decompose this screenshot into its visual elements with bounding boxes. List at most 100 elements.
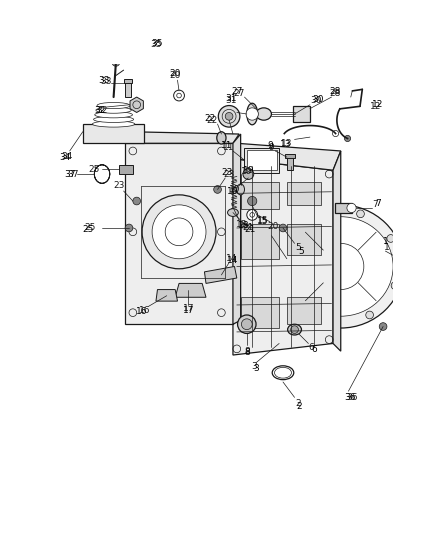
Polygon shape xyxy=(156,289,177,301)
Text: 16: 16 xyxy=(139,306,150,315)
Circle shape xyxy=(218,106,240,127)
Text: 25: 25 xyxy=(82,225,94,234)
Ellipse shape xyxy=(94,116,134,123)
Text: 28: 28 xyxy=(329,88,340,98)
Text: 37: 37 xyxy=(64,169,75,179)
Polygon shape xyxy=(333,151,341,351)
Text: 21: 21 xyxy=(243,223,254,232)
Text: 35: 35 xyxy=(150,40,162,49)
Text: 2: 2 xyxy=(296,399,301,408)
Text: 18: 18 xyxy=(237,220,248,229)
Circle shape xyxy=(318,244,364,289)
Bar xyxy=(293,106,310,122)
Polygon shape xyxy=(175,284,206,297)
Text: 10: 10 xyxy=(227,187,239,196)
Circle shape xyxy=(287,235,295,243)
Text: 22: 22 xyxy=(204,114,215,123)
Circle shape xyxy=(379,322,387,330)
Circle shape xyxy=(391,282,399,289)
Text: 8: 8 xyxy=(244,346,250,356)
Ellipse shape xyxy=(217,132,226,144)
Bar xyxy=(287,182,321,205)
Text: 22: 22 xyxy=(207,116,218,125)
Circle shape xyxy=(247,196,257,206)
Ellipse shape xyxy=(97,102,130,109)
Text: 3: 3 xyxy=(253,364,259,373)
Circle shape xyxy=(387,235,395,243)
Text: 31: 31 xyxy=(226,94,237,103)
Text: 7: 7 xyxy=(373,200,378,209)
Text: 28: 28 xyxy=(329,87,340,96)
Circle shape xyxy=(152,205,206,259)
Circle shape xyxy=(283,282,290,289)
Polygon shape xyxy=(233,159,333,355)
Text: 34: 34 xyxy=(62,152,73,161)
Bar xyxy=(287,156,293,170)
Circle shape xyxy=(283,255,291,263)
Circle shape xyxy=(366,311,374,319)
Text: 34: 34 xyxy=(60,152,71,161)
Circle shape xyxy=(125,224,133,232)
Polygon shape xyxy=(83,124,145,143)
Text: 36: 36 xyxy=(346,393,358,402)
Text: 11: 11 xyxy=(223,143,235,151)
Circle shape xyxy=(173,90,184,101)
Text: 15: 15 xyxy=(257,217,268,227)
Text: 6: 6 xyxy=(309,343,314,352)
Ellipse shape xyxy=(256,108,272,120)
Ellipse shape xyxy=(275,367,291,378)
Bar xyxy=(285,154,295,158)
Text: 35: 35 xyxy=(152,39,163,47)
Circle shape xyxy=(279,224,287,232)
Text: 15: 15 xyxy=(257,216,268,225)
Text: 33: 33 xyxy=(100,77,112,86)
Text: 5: 5 xyxy=(298,247,304,255)
Bar xyxy=(335,203,352,213)
Bar xyxy=(119,165,133,174)
Text: 19: 19 xyxy=(243,166,254,175)
Circle shape xyxy=(332,131,339,136)
Text: 9: 9 xyxy=(267,141,273,150)
Circle shape xyxy=(237,315,256,334)
Ellipse shape xyxy=(92,121,135,127)
Ellipse shape xyxy=(288,217,393,316)
Text: 14: 14 xyxy=(227,256,239,265)
Text: 32: 32 xyxy=(94,107,106,116)
Bar xyxy=(240,224,279,259)
Text: 6: 6 xyxy=(311,345,317,354)
Text: 17: 17 xyxy=(183,306,194,315)
Circle shape xyxy=(317,315,325,323)
Text: 11: 11 xyxy=(221,141,233,150)
Bar xyxy=(244,148,279,173)
Text: 14: 14 xyxy=(226,254,237,263)
Text: 33: 33 xyxy=(98,76,110,85)
Circle shape xyxy=(291,326,298,334)
Circle shape xyxy=(241,319,252,329)
Circle shape xyxy=(225,112,233,120)
Text: 7: 7 xyxy=(375,199,381,208)
Text: 32: 32 xyxy=(96,106,108,115)
Text: 27: 27 xyxy=(231,87,243,96)
Ellipse shape xyxy=(96,107,131,113)
Text: 9: 9 xyxy=(268,143,274,151)
Circle shape xyxy=(357,210,364,217)
Circle shape xyxy=(142,195,216,269)
Polygon shape xyxy=(233,143,341,170)
Text: 20: 20 xyxy=(267,222,279,231)
Text: 36: 36 xyxy=(344,393,356,402)
Polygon shape xyxy=(130,97,143,112)
Text: 1: 1 xyxy=(382,237,388,246)
Text: 30: 30 xyxy=(312,95,323,104)
Text: 25: 25 xyxy=(88,165,100,174)
Circle shape xyxy=(347,203,356,213)
Text: 31: 31 xyxy=(226,96,237,106)
Ellipse shape xyxy=(247,103,258,125)
Text: 30: 30 xyxy=(311,96,322,106)
Ellipse shape xyxy=(278,205,404,328)
Bar xyxy=(287,224,321,255)
Bar xyxy=(240,297,279,328)
Bar xyxy=(240,182,279,209)
Text: 25: 25 xyxy=(85,223,96,232)
Text: 20: 20 xyxy=(170,71,181,80)
Bar xyxy=(247,150,277,170)
